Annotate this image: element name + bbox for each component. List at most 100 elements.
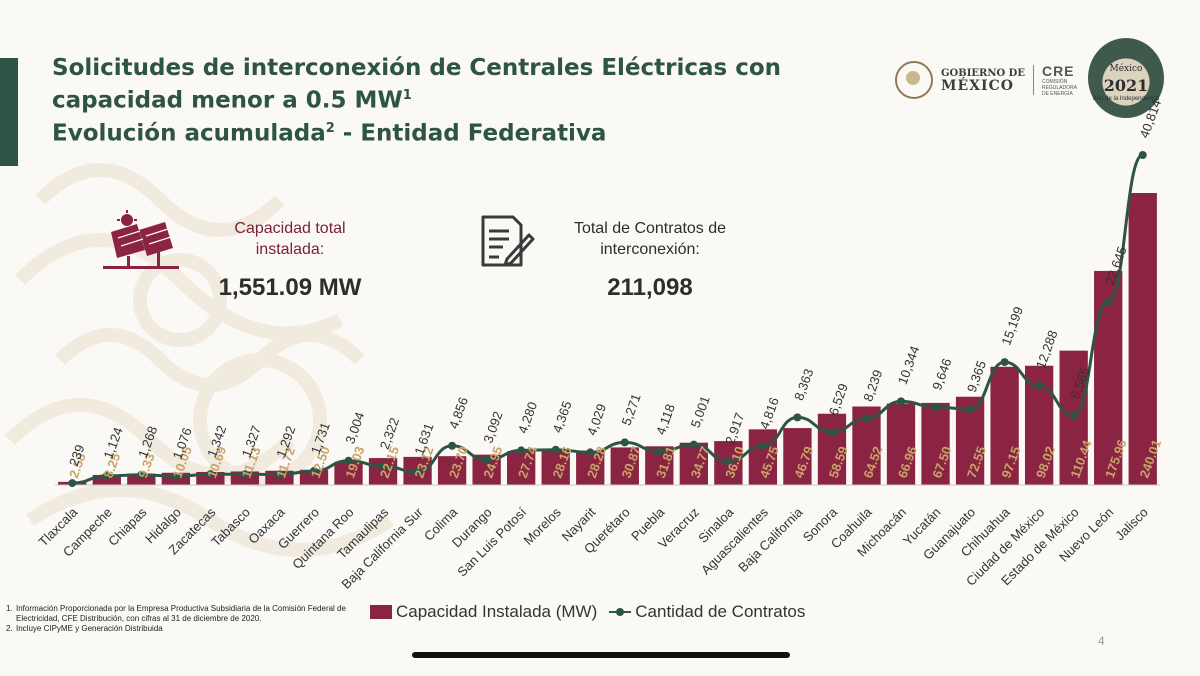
bar-2 (127, 473, 156, 485)
line-point-25 (931, 403, 940, 412)
line-point-5 (240, 470, 249, 479)
cre-logo-icon: CRE COMISIÓN REGULADORA DE ENERGÍA (1041, 63, 1077, 97)
line-value-label: 1,124 (101, 425, 126, 461)
capacity-stat: Capacidad total instalada: 1,551.09 MW (200, 218, 380, 302)
footnotes: 1. Información Proporcionada por la Empre… (6, 604, 346, 634)
line-value-label: 5,271 (618, 392, 643, 428)
line-point-24 (897, 397, 906, 406)
line-value-label: 4,816 (757, 395, 782, 431)
line-point-20 (758, 442, 767, 451)
bar-22 (817, 413, 847, 485)
logo-divider (1032, 65, 1034, 95)
line-point-12 (482, 455, 491, 464)
line-value-label: 9,646 (929, 356, 954, 392)
line-value-label: 239 (66, 443, 88, 469)
gobierno-logo-text: GOBIERNO DE MÉXICO (941, 68, 1025, 94)
government-logos: GOBIERNO DE MÉXICO CRE COMISIÓN REGULADO… (895, 60, 1082, 100)
bar-value-label: 24.95 (480, 444, 505, 480)
contracts-stat: Total de Contratos de interconexión: 211… (540, 218, 760, 302)
line-point-11 (448, 441, 457, 450)
line-point-23 (862, 414, 871, 423)
line-point-1 (102, 471, 111, 480)
line-value-label: 4,280 (515, 400, 540, 436)
legend-bar-label: Capacidad Instalada (MW) (396, 602, 598, 621)
line-point-18 (689, 440, 698, 449)
bar-value-label: 23.70 (446, 444, 471, 480)
line-value-label: 4,365 (549, 399, 574, 435)
line-point-27 (1000, 358, 1009, 367)
line-point-13 (517, 446, 526, 455)
bar-13 (507, 451, 536, 485)
bar-20 (748, 429, 778, 485)
bar-7 (299, 469, 329, 485)
category-label: Chiapas (105, 504, 150, 549)
line-point-6 (275, 470, 284, 479)
line-point-29 (1069, 411, 1078, 420)
line-point-30 (1104, 297, 1113, 306)
bar-8 (334, 461, 363, 485)
page-number: 4 (1098, 634, 1105, 648)
line-value-label: 40,814 (1136, 98, 1164, 140)
line-point-10 (413, 467, 422, 476)
bar-30 (1094, 270, 1123, 485)
line-value-label: 8,239 (860, 368, 885, 404)
contracts-label: Total de Contratos de interconexión: (573, 220, 727, 258)
category-label: Jalisco (1112, 505, 1151, 544)
line-point-31 (1138, 151, 1147, 159)
footnote-1: 1. Información Proporcionada por la Empre… (6, 604, 346, 623)
line-value-label: 22,645 (1102, 244, 1130, 286)
line-value-label: 3,092 (480, 409, 505, 445)
title-line-3: Evolución acumulada2 - Entidad Federativ… (52, 120, 607, 147)
line-point-19 (724, 457, 733, 466)
line-value-label: 8,363 (791, 367, 816, 403)
legend-line-swatch (609, 608, 632, 616)
bar-27 (990, 366, 1019, 485)
mexico-2021-seal-icon: México 2021 Año de la Independencia (1088, 38, 1164, 118)
bar-14 (541, 450, 570, 485)
bar-31 (1128, 193, 1157, 485)
bar-11 (437, 456, 467, 485)
bar-25 (921, 402, 950, 485)
title-line-2: capacidad menor a 0.5 MW1 (52, 87, 412, 114)
line-point-9 (379, 462, 388, 471)
line-value-label: 15,199 (998, 305, 1026, 347)
home-indicator[interactable] (412, 652, 790, 658)
slide-title: Solicitudes de interconexión de Centrale… (52, 54, 781, 147)
line-value-label: 4,856 (446, 395, 471, 431)
bar-21 (783, 428, 812, 485)
capacity-value: 1,551.09 MW (218, 274, 362, 301)
line-point-28 (1035, 381, 1044, 390)
line-value-label: 2,322 (377, 416, 402, 452)
title-line-1: Solicitudes de interconexión de Centrale… (52, 55, 782, 81)
line-value-label: 6,529 (826, 382, 851, 418)
line-point-26 (966, 405, 975, 414)
bar-16 (610, 447, 639, 485)
category-label: Morelos (521, 504, 565, 548)
bar-18 (679, 442, 708, 485)
capacity-label: Capacidad total instalada: (234, 220, 346, 258)
line-point-14 (551, 445, 560, 454)
line-point-17 (655, 447, 664, 456)
line-value-label: 12,288 (1033, 328, 1061, 370)
line-value-label: 10,344 (895, 344, 923, 386)
legend-line-label: Cantidad de Contratos (635, 602, 806, 621)
line-value-label: 4,029 (584, 402, 609, 438)
line-value-label: 5,001 (688, 394, 713, 430)
line-point-21 (793, 413, 802, 422)
footnote-2: 2. Incluye CIPyME y Generación Distribuid… (6, 624, 163, 633)
bar-24 (886, 403, 916, 485)
line-value-label: 4,118 (653, 402, 678, 437)
line-point-16 (620, 438, 629, 447)
bar-1 (92, 474, 121, 485)
line-point-2 (137, 470, 146, 479)
line-point-4 (206, 470, 215, 479)
chart-legend: Capacidad Instalada (MW) Cantidad de Con… (370, 602, 805, 622)
line-point-3 (171, 472, 180, 481)
side-accent-bar (0, 58, 18, 166)
category-label: Tabasco (208, 505, 253, 550)
line-value-label: 1,268 (135, 424, 160, 460)
line-point-0 (68, 479, 77, 488)
line-point-15 (586, 448, 595, 457)
